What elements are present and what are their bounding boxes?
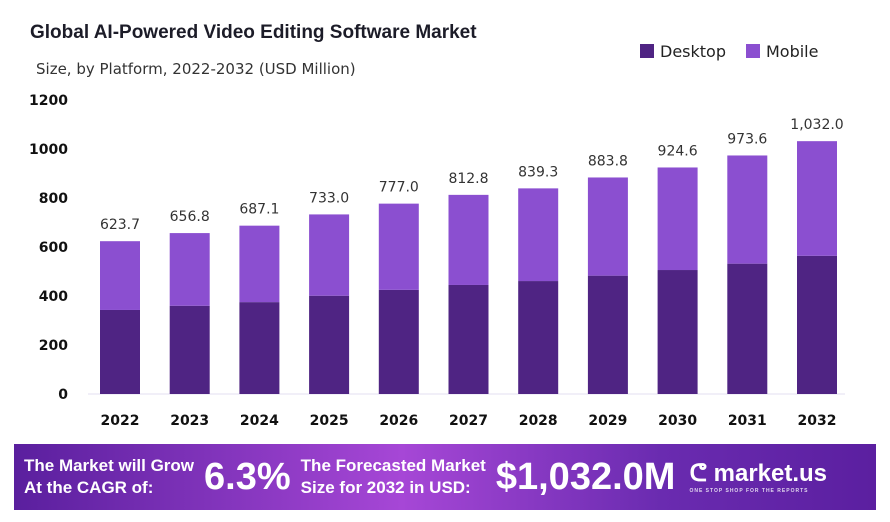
bar-desktop-2029 [587, 275, 628, 394]
y-tick-label: 200 [39, 338, 68, 354]
x-tick-label: 2026 [379, 413, 418, 429]
bar-desktop-2026 [378, 289, 419, 394]
bar-mobile-2027 [448, 194, 489, 285]
total-label: 656.8 [170, 209, 210, 225]
total-label: 777.0 [379, 180, 419, 196]
chart-subtitle: Size, by Platform, 2022-2032 (USD Millio… [36, 60, 356, 78]
total-label: 839.3 [518, 164, 558, 180]
x-tick-label: 2029 [588, 413, 627, 429]
bar-mobile-2032 [797, 141, 837, 256]
total-label: 1,032.0 [790, 117, 843, 133]
legend: Desktop Mobile [640, 42, 818, 61]
y-tick-label: 800 [39, 191, 68, 207]
chart-title: Global AI-Powered Video Editing Software… [30, 22, 477, 43]
total-label: 623.7 [100, 217, 140, 233]
legend-item-mobile: Mobile [745, 42, 819, 61]
logo-row: ᕦ market.us [689, 460, 827, 488]
bar-desktop-2023 [169, 305, 210, 394]
cagr-label: The Market will Grow At the CAGR of: [24, 455, 194, 499]
x-tick-label: 2028 [519, 413, 558, 429]
bar-mobile-2031 [727, 155, 768, 264]
bar-desktop-2022 [100, 309, 140, 394]
logo-icon: ᕦ [689, 459, 707, 487]
bar-mobile-2029 [587, 177, 628, 276]
bar-desktop-2030 [657, 270, 698, 394]
cagr-label-line: The Market will Grow [24, 456, 195, 475]
forecast-label: The Forecasted Market Size for 2032 in US… [301, 455, 486, 499]
forecast-label-line: Size for 2032 in USD: [300, 478, 471, 497]
bar-mobile-2030 [657, 167, 698, 271]
y-tick-label: 0 [58, 387, 68, 403]
y-tick-label: 1200 [29, 93, 68, 109]
bar-mobile-2024 [239, 225, 280, 303]
bar-mobile-2023 [169, 233, 210, 306]
x-tick-label: 2023 [170, 413, 209, 429]
logo-tagline: ONE STOP SHOP FOR THE REPORTS [689, 487, 809, 494]
footer-banner: The Market will Grow At the CAGR of: 6.3%… [14, 444, 876, 510]
y-tick-label: 1000 [29, 142, 68, 158]
plot-area: 0 200 400 600 800 1000 1200 623.7 2022 656.8 2023 6… [29, 93, 845, 429]
logo-text: market.us [713, 459, 828, 487]
total-label: 883.8 [588, 153, 628, 169]
cagr-label-line: At the CAGR of: [24, 478, 154, 497]
x-tick-label: 2022 [101, 413, 140, 429]
bar-mobile-2025 [309, 214, 350, 296]
bar-mobile-2022 [100, 241, 140, 310]
forecast-value: $1,032.0M [495, 456, 676, 498]
x-tick-label: 2030 [658, 413, 697, 429]
forecast-label-line: The Forecasted Market [300, 456, 486, 475]
bar-desktop-2027 [448, 284, 489, 394]
x-tick-label: 2025 [310, 413, 349, 429]
total-label: 973.6 [727, 131, 767, 147]
legend-label: Mobile [765, 42, 819, 61]
bar-mobile-2026 [378, 203, 419, 290]
x-tick-label: 2027 [449, 413, 488, 429]
x-tick-label: 2032 [798, 413, 837, 429]
total-label: 687.1 [239, 202, 279, 218]
bar-mobile-2028 [518, 188, 559, 282]
total-label: 812.8 [448, 171, 488, 187]
bar-desktop-2025 [309, 295, 350, 394]
bar-desktop-2028 [518, 281, 559, 394]
bar-desktop-2024 [239, 302, 280, 394]
bar-desktop-2032 [797, 255, 837, 394]
total-label: 733.0 [309, 190, 349, 206]
market-us-logo: ᕦ market.us ONE STOP SHOP FOR THE REPORT… [689, 460, 827, 495]
total-label: 924.6 [658, 143, 698, 159]
legend-label: Desktop [660, 42, 726, 61]
y-tick-label: 400 [39, 289, 68, 305]
x-tick-label: 2024 [240, 413, 279, 429]
x-tick-label: 2031 [728, 413, 767, 429]
cagr-value: 6.3% [204, 456, 291, 498]
legend-item-desktop: Desktop [640, 42, 726, 61]
bar-desktop-2031 [727, 263, 768, 394]
y-tick-label: 600 [39, 240, 68, 256]
